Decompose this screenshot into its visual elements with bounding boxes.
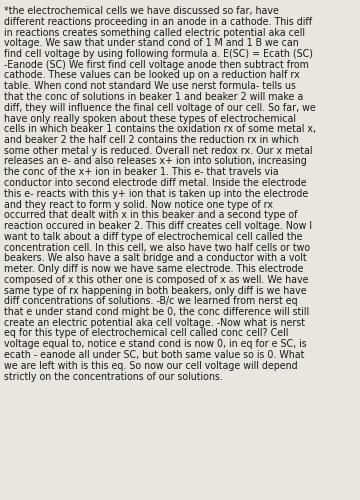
Text: some other metal y is reduced. Overall net redox rx. Our x metal: some other metal y is reduced. Overall n… [4, 146, 313, 156]
Text: in reactions creates something called electric potential aka cell: in reactions creates something called el… [4, 28, 305, 38]
Text: find cell voltage by using following formula a. E(SC) = Ecath (SC): find cell voltage by using following for… [4, 49, 313, 59]
Text: same type of rx happening in both beakers, only diff is we have: same type of rx happening in both beaker… [4, 286, 307, 296]
Text: create an electric potential aka cell voltage. -Now what is nerst: create an electric potential aka cell vo… [4, 318, 305, 328]
Text: meter. Only diff is now we have same electrode. This electrode: meter. Only diff is now we have same ele… [4, 264, 304, 274]
Text: that e under stand cond might be 0, the conc difference will still: that e under stand cond might be 0, the … [4, 307, 310, 317]
Text: voltage. We saw that under stand cond of 1 M and 1 B we can: voltage. We saw that under stand cond of… [4, 38, 299, 48]
Text: ecath - eanode all under SC, but both same value so is 0. What: ecath - eanode all under SC, but both sa… [4, 350, 305, 360]
Text: voltage equal to, notice e stand cond is now 0, in eq for e SC, is: voltage equal to, notice e stand cond is… [4, 339, 307, 349]
Text: diff, they will influence the final cell voltage of our cell. So far, we: diff, they will influence the final cell… [4, 103, 316, 113]
Text: have only really spoken about these types of electrochemical: have only really spoken about these type… [4, 114, 296, 124]
Text: cathode. These values can be looked up on a reduction half rx: cathode. These values can be looked up o… [4, 70, 300, 81]
Text: this e- reacts with this y+ ion that is taken up into the electrode: this e- reacts with this y+ ion that is … [4, 188, 309, 198]
Text: strictly on the concentrations of our solutions.: strictly on the concentrations of our so… [4, 372, 223, 382]
Text: we are left with is this eq. So now our cell voltage will depend: we are left with is this eq. So now our … [4, 360, 298, 370]
Text: -Eanode (SC) We first find cell voltage anode then subtract from: -Eanode (SC) We first find cell voltage … [4, 60, 309, 70]
Text: that the conc of solutions in beaker 1 and beaker 2 will make a: that the conc of solutions in beaker 1 a… [4, 92, 303, 102]
Text: *the electrochemical cells we have discussed so far, have: *the electrochemical cells we have discu… [4, 6, 279, 16]
Text: eq for this type of electrochemical cell called conc cell? Cell: eq for this type of electrochemical cell… [4, 328, 289, 338]
Text: releases an e- and also releases x+ ion into solution, increasing: releases an e- and also releases x+ ion … [4, 156, 307, 166]
Text: want to talk about a diff type of electrochemical cell called the: want to talk about a diff type of electr… [4, 232, 303, 242]
Text: composed of x this other one is composed of x as well. We have: composed of x this other one is composed… [4, 275, 309, 285]
Text: the conc of the x+ ion in beaker 1. This e- that travels via: the conc of the x+ ion in beaker 1. This… [4, 167, 279, 177]
Text: different reactions proceeding in an anode in a cathode. This diff: different reactions proceeding in an ano… [4, 16, 312, 26]
Text: concentration cell. In this cell, we also have two half cells or two: concentration cell. In this cell, we als… [4, 242, 310, 252]
Text: and they react to form y solid. Now notice one type of rx: and they react to form y solid. Now noti… [4, 200, 273, 209]
Text: and beaker 2 the half cell 2 contains the reduction rx in which: and beaker 2 the half cell 2 contains th… [4, 135, 299, 145]
Text: diff concentrations of solutions. -B/c we learned from nerst eq: diff concentrations of solutions. -B/c w… [4, 296, 298, 306]
Text: cells in which beaker 1 contains the oxidation rx of some metal x,: cells in which beaker 1 contains the oxi… [4, 124, 316, 134]
Text: table. When cond not standard We use nerst formula- tells us: table. When cond not standard We use ner… [4, 81, 296, 91]
Text: conductor into second electrode diff metal. Inside the electrode: conductor into second electrode diff met… [4, 178, 307, 188]
Text: beakers. We also have a salt bridge and a conductor with a volt: beakers. We also have a salt bridge and … [4, 253, 307, 263]
Text: occurred that dealt with x in this beaker and a second type of: occurred that dealt with x in this beake… [4, 210, 298, 220]
Text: reaction occured in beaker 2. This diff creates cell voltage. Now I: reaction occured in beaker 2. This diff … [4, 221, 312, 231]
